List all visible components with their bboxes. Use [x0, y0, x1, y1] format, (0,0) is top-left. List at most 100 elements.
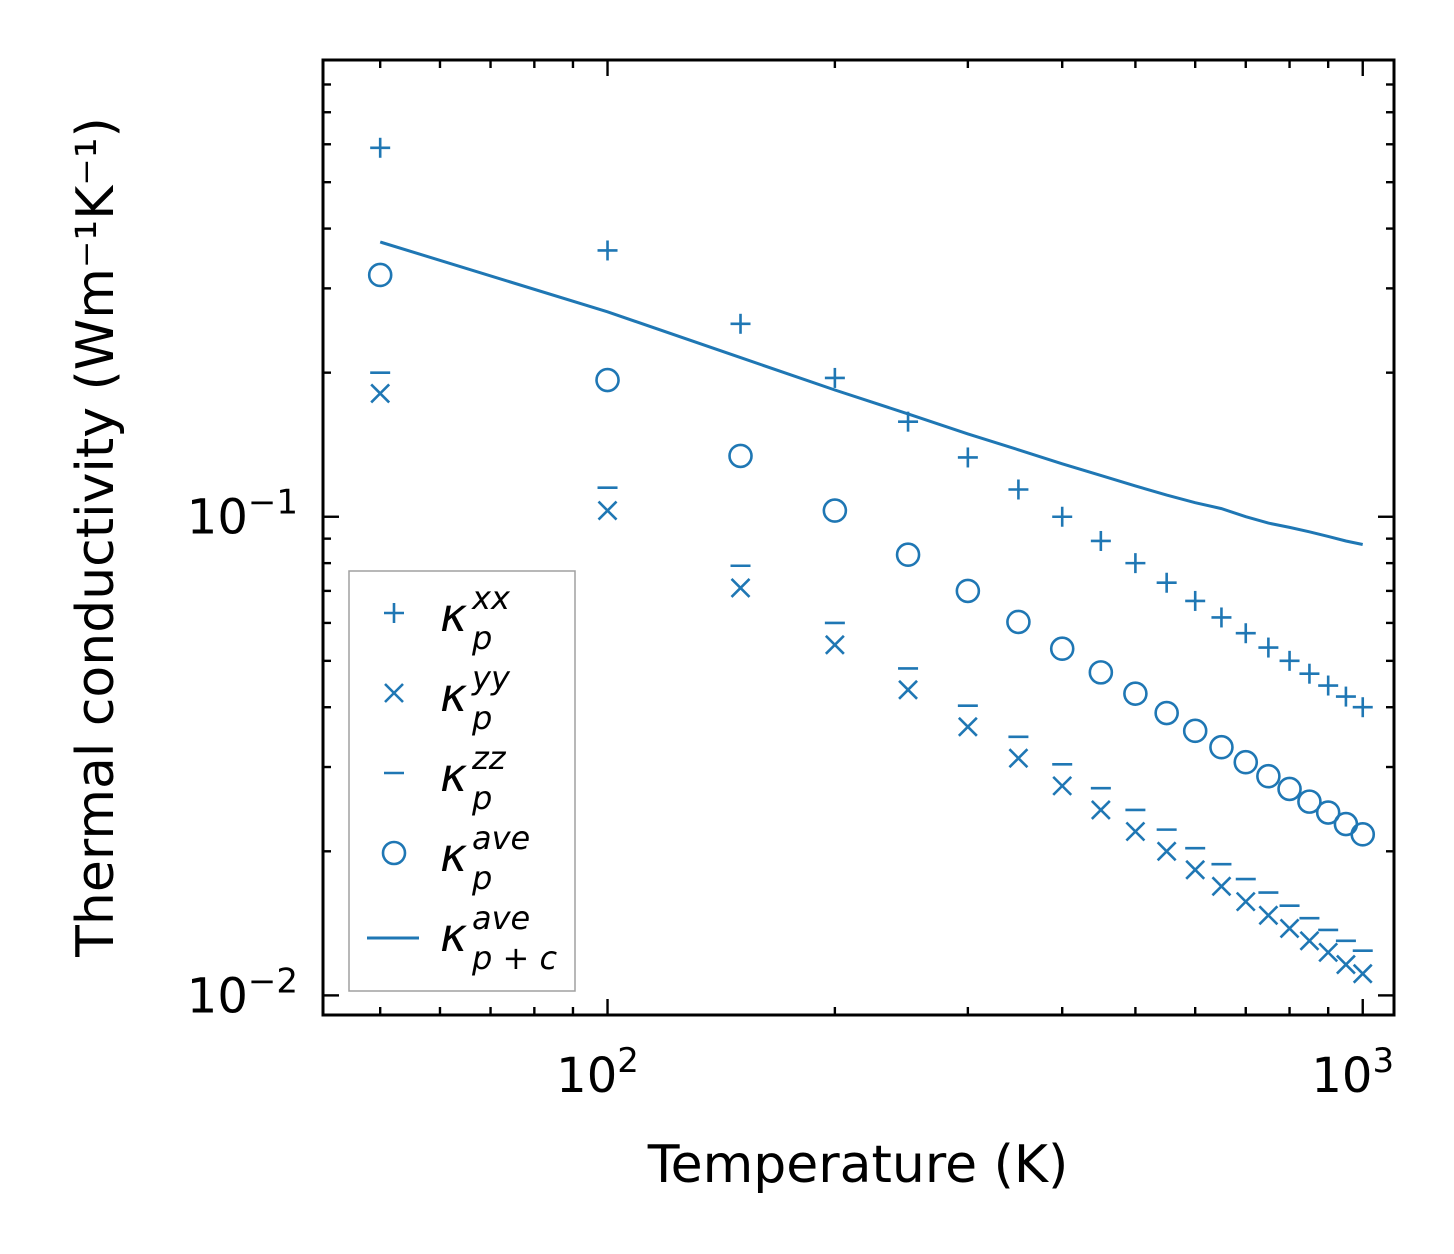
data-point-b [1125, 821, 1146, 842]
data-point [957, 447, 978, 468]
data-point [1125, 821, 1146, 842]
data-point-b [1279, 918, 1300, 939]
data-point [1299, 663, 1320, 684]
legend-sup: xx [471, 579, 511, 617]
data-point [1008, 479, 1029, 500]
data-point-b [1185, 859, 1206, 880]
legend-symbol: κ [440, 748, 467, 802]
data-point-b [957, 716, 978, 737]
data-point [1156, 841, 1177, 862]
series-0 [370, 137, 1373, 718]
data-point [955, 578, 981, 604]
data-point [1299, 930, 1320, 951]
legend-sub: p [471, 699, 492, 737]
data-point-b [824, 634, 845, 655]
data-point [730, 578, 751, 598]
legend-symbol: κ [440, 668, 467, 722]
data-point [1154, 700, 1179, 726]
data-point [1335, 954, 1356, 975]
data-point [1052, 506, 1073, 527]
data-point [1318, 675, 1339, 696]
data-point-b [1090, 800, 1111, 820]
data-point [1123, 681, 1148, 706]
legend-sub: p [471, 619, 492, 657]
data-point [730, 313, 751, 334]
y-tick-base: 10 [187, 968, 248, 1024]
data-point [370, 137, 391, 158]
legend-entry: κ ave p + c [367, 899, 557, 977]
y-axis-label: Thermal conductivity (Wm⁻¹K⁻¹) [66, 117, 126, 958]
data-point [1008, 748, 1029, 769]
x-tick-base: 10 [556, 1048, 617, 1104]
plot-marks [367, 137, 1376, 984]
data-point-b [1052, 775, 1073, 796]
data-point-b [370, 383, 391, 404]
y-tick-base: 10 [187, 490, 248, 546]
data-point [1350, 822, 1376, 847]
tick-labels: 102 103 10−2 10−1 [187, 483, 1394, 1104]
legend-sup: ave [472, 819, 530, 857]
data-point [1352, 697, 1373, 718]
data-point [1049, 636, 1075, 662]
data-point [1277, 776, 1302, 802]
data-point-b [1352, 963, 1373, 984]
legend-symbol: κ [440, 828, 467, 882]
data-point [1258, 905, 1279, 926]
data-point [597, 500, 618, 521]
series-2 [370, 371, 1373, 952]
data-point-b [1211, 876, 1232, 897]
y-tick-label: 10−1 [187, 483, 298, 546]
data-point [1211, 607, 1232, 628]
data-point [824, 634, 845, 655]
legend-label: κ xx p [440, 579, 511, 657]
major-ticks [323, 60, 1394, 1015]
data-point [1315, 800, 1341, 825]
legend-entry: κ zz p [384, 739, 507, 817]
legend-marker [384, 683, 404, 703]
legend-symbol: κ [440, 908, 467, 962]
data-point [1125, 553, 1146, 574]
legend-entry: κ yy p [384, 659, 511, 737]
data-point [1235, 623, 1256, 644]
legend-marker-b [384, 683, 404, 703]
x-tick-base: 10 [1311, 1048, 1372, 1104]
data-point [1185, 590, 1206, 611]
data-point [1182, 718, 1208, 744]
data-point-b [597, 500, 618, 521]
data-point [1090, 800, 1111, 820]
data-point [597, 240, 618, 261]
data-point-b [898, 679, 918, 700]
x-tick-label: 103 [1311, 1041, 1394, 1104]
legend-sup: ave [472, 899, 530, 937]
minor-ticks [323, 58, 1394, 1015]
data-point-b [1235, 891, 1256, 912]
series-line [379, 240, 1364, 546]
x-tick-label: 102 [556, 1041, 639, 1104]
data-point [1279, 650, 1300, 671]
legend-entry: κ xx p [384, 579, 511, 657]
legend-sup: yy [471, 659, 511, 697]
data-point-b [730, 578, 751, 598]
data-point-b [1299, 930, 1320, 951]
data-point [822, 498, 848, 523]
data-point [728, 443, 753, 469]
legend-sub: p [471, 859, 492, 897]
x-axis-label: Temperature (K) [647, 1135, 1069, 1195]
data-point-b [1156, 841, 1177, 862]
data-point [1258, 637, 1279, 658]
data-point-b [1258, 905, 1279, 926]
y-tick-label: 10−2 [187, 961, 298, 1024]
data-point [367, 262, 393, 288]
data-point [1235, 891, 1256, 912]
legend-label: κ yy p [440, 659, 511, 737]
data-point [1352, 963, 1373, 984]
legend-sub: p + c [471, 939, 557, 977]
series-3 [367, 262, 1376, 847]
data-point [1256, 763, 1281, 789]
legend-entry: κ ave p [381, 819, 530, 897]
data-point [957, 716, 978, 737]
data-point [1233, 749, 1259, 775]
legend-sub: p [471, 779, 492, 817]
data-point [1335, 686, 1356, 707]
